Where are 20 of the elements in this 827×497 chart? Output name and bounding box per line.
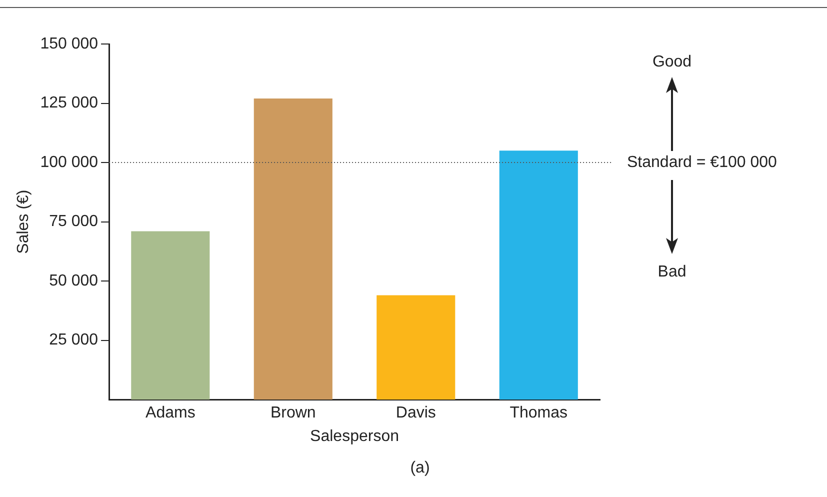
x-tick-label: Brown [270,404,316,422]
y-tick-label: 25 000 [49,332,98,349]
text: Bad [658,263,686,280]
bar [376,295,456,400]
x-tick-label: Adams [146,404,196,422]
x-tick-label: Davis [396,404,436,422]
x-axis-title: Salesperson [310,428,399,445]
ref-line-label: Standard = €100 000 [627,154,778,171]
x-tick-label: Thomas [510,404,568,422]
text: Good [652,53,692,70]
bar [499,150,578,400]
y-tick-label: 100 000 [40,154,98,171]
y-tick-label: 75 000 [49,213,98,230]
y-tick-label: 50 000 [49,272,98,290]
y-tick-label: 150 000 [40,35,98,52]
bar [254,98,332,400]
text: (a) [410,459,430,476]
y-axis-title: Sales (€) [15,190,32,254]
bar [131,231,210,400]
y-tick-label: 125 000 [40,94,98,112]
